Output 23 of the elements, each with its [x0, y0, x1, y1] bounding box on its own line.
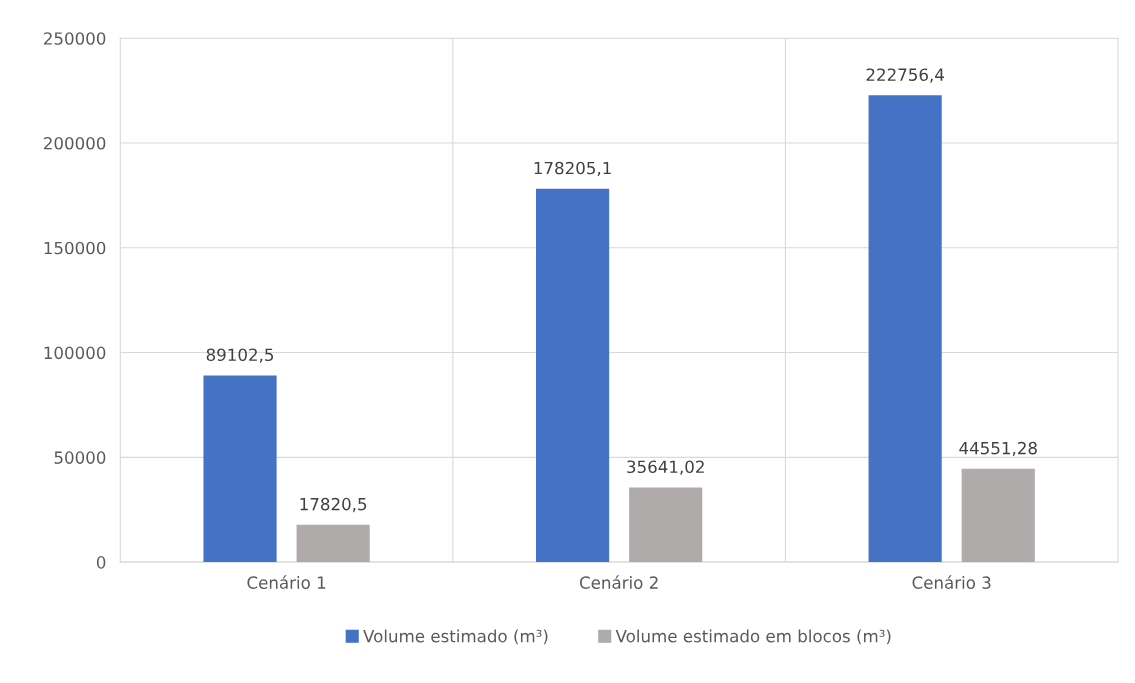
- y-tick-label: 0: [96, 556, 106, 569]
- bar: [868, 95, 942, 563]
- y-tick-label: 200000: [44, 136, 106, 150]
- x-tick-label: Cenário 2: [579, 575, 658, 589]
- data-label: 222756,4: [866, 68, 944, 83]
- legend-label: Volume estimado em blocos (m³): [615, 629, 891, 645]
- bar: [536, 188, 610, 563]
- bar: [203, 375, 277, 563]
- legend-label: Volume estimado (m³): [363, 629, 548, 645]
- y-tick-label: 50000: [54, 451, 106, 464]
- y-tick-label: 100000: [44, 346, 106, 360]
- data-label: 178205,1: [534, 161, 611, 177]
- y-tick-label: 250000: [44, 32, 106, 45]
- data-label: 17820,5: [300, 497, 367, 513]
- data-label: 89102,5: [206, 348, 274, 363]
- bar: [296, 524, 370, 563]
- bar: [629, 487, 703, 563]
- y-tick-label: 150000: [44, 241, 106, 255]
- data-label: 35641,02: [627, 460, 704, 475]
- x-tick-label: Cenário 3: [912, 575, 991, 589]
- x-tick-label: Cenário 1: [247, 575, 326, 589]
- bar: [961, 468, 1035, 563]
- data-label: 44551,28: [959, 441, 1037, 457]
